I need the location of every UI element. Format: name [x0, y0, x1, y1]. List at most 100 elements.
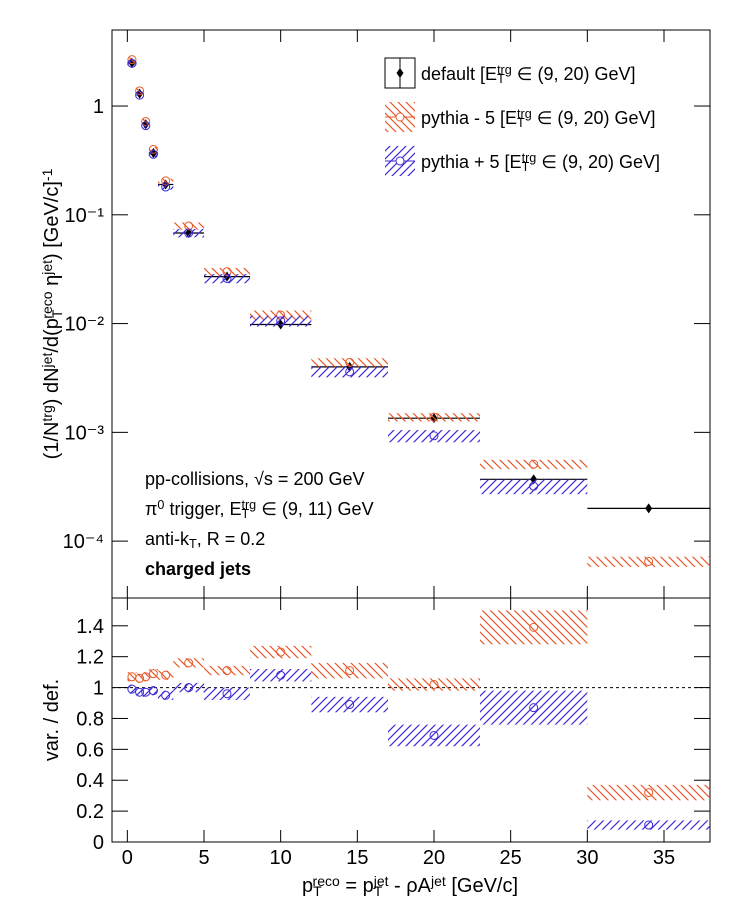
marker — [127, 58, 137, 68]
y-tick-label: 10⁻² — [65, 314, 105, 336]
label-part: jet — [39, 353, 55, 369]
top-panel: 10⁻⁴10⁻³10⁻²10⁻¹1(1/Ntrg) dNjet/d(pTreco… — [39, 29, 711, 620]
y-tick-label: 1 — [93, 96, 104, 118]
error-band — [587, 820, 710, 830]
error-band — [480, 690, 588, 725]
label-part: ∈ (9, 11) GeV — [256, 499, 373, 519]
marker — [222, 689, 232, 699]
x-tick-label: 0 — [122, 847, 133, 869]
error-band — [311, 358, 388, 367]
marker — [529, 622, 539, 632]
label-part: = p — [340, 875, 374, 897]
error-band — [173, 222, 204, 230]
label-part: pythia - 5 [E — [421, 108, 517, 128]
x-tick-label: 10 — [270, 847, 292, 869]
error-band — [142, 123, 149, 128]
label-part: trg — [497, 63, 512, 77]
label-part: anti-k — [145, 529, 190, 549]
error-band — [587, 607, 710, 620]
annotation: pp-collisions, √s = 200 GeV — [145, 469, 365, 489]
label-part: ∈ (9, 20) GeV] — [536, 152, 660, 172]
y-axis-label: var. / def. — [41, 679, 63, 761]
label-part: charged jets — [145, 559, 251, 579]
marker — [529, 481, 539, 491]
label-part: trg — [522, 151, 537, 165]
label-part: T — [49, 309, 65, 318]
error-band — [158, 178, 174, 184]
label-part: (1/N — [41, 422, 63, 460]
error-band — [250, 315, 312, 327]
error-band — [388, 413, 480, 422]
marker — [345, 367, 355, 377]
error-band — [388, 430, 480, 443]
label-part: var. / def. — [41, 679, 63, 761]
marker — [345, 666, 355, 676]
label-part: trigger, E — [164, 499, 241, 519]
marker — [276, 647, 286, 657]
error-band — [173, 682, 204, 693]
label-part: η — [41, 275, 63, 292]
y-tick-label: 0 — [93, 832, 104, 854]
ratio-panel: 0 5 10 15 20 25 30 35 0 0.2 0.4 0.6 0.8 1 1.2 1.4 var. /… — [41, 597, 711, 899]
x-tick-label: 15 — [346, 847, 368, 869]
label-part: T — [241, 507, 249, 521]
marker — [345, 357, 355, 367]
label-part: default [E — [421, 64, 497, 84]
y-tick-label: 1.4 — [76, 616, 104, 638]
label-part: /d(p — [41, 318, 63, 352]
plot-area — [127, 55, 710, 620]
label-part: - ρA — [389, 875, 432, 897]
label-part: T — [313, 883, 322, 899]
marker — [644, 788, 654, 798]
marker — [184, 228, 194, 238]
error-band — [158, 690, 174, 700]
y-tick-label: 10⁻³ — [65, 422, 105, 444]
error-band — [388, 724, 480, 747]
error-band — [250, 310, 312, 320]
label-part: ∈ (9, 20) GeV] — [532, 108, 656, 128]
error-band — [173, 229, 204, 238]
x-tick-label: 5 — [198, 847, 209, 869]
error-band — [148, 686, 158, 696]
label-part: trg — [241, 498, 256, 512]
marker — [222, 273, 232, 283]
error-band — [127, 684, 137, 694]
error-band — [311, 366, 388, 378]
error-band — [250, 669, 312, 682]
marker — [345, 700, 355, 710]
y-tick-label: 0.4 — [76, 770, 104, 792]
error-band — [204, 274, 250, 284]
label-part: ) dN — [41, 367, 63, 405]
marker — [429, 679, 439, 689]
error-band — [127, 672, 137, 682]
y-axis-label: (1/Ntrg) dNjet/d(pTreco ηjet) [GeV/c]-1 — [39, 168, 65, 459]
error-band — [148, 669, 158, 679]
legend-swatch — [396, 68, 404, 78]
annotation: anti-kT, R = 0.2 — [145, 529, 265, 551]
error-band — [136, 92, 143, 98]
label-part: reco — [39, 291, 55, 318]
label-part: pythia + 5 [E — [421, 152, 522, 172]
error-band — [158, 670, 174, 680]
error-band — [480, 459, 588, 470]
error-band — [148, 151, 158, 157]
y-tick-label: 0.8 — [76, 708, 104, 730]
marker — [222, 666, 232, 676]
marker — [276, 670, 286, 680]
label-part: p — [302, 875, 313, 897]
y-tick-label: 0.6 — [76, 739, 104, 761]
marker — [148, 686, 158, 696]
label-part: reco — [313, 873, 340, 889]
error-band — [311, 696, 388, 713]
marker — [645, 503, 653, 514]
error-band — [158, 184, 174, 190]
error-band — [204, 687, 250, 700]
marker — [529, 459, 539, 469]
annotation: charged jets — [145, 559, 251, 579]
error-band — [136, 673, 143, 683]
error-band — [136, 687, 143, 697]
marker — [148, 149, 158, 159]
label-part: , R = 0.2 — [197, 529, 266, 549]
